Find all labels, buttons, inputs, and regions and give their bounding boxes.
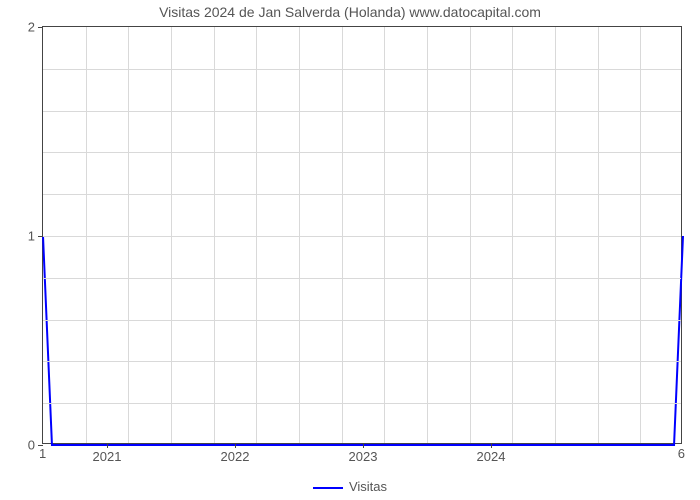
grid-h-minor <box>43 403 681 404</box>
grid-v <box>470 27 471 443</box>
y-tick <box>38 27 43 28</box>
x-tick <box>107 443 108 448</box>
y-tick <box>38 236 43 237</box>
grid-v <box>384 27 385 443</box>
grid-v <box>555 27 556 443</box>
grid-v <box>342 27 343 443</box>
series-line <box>43 236 683 445</box>
x-axis-label: 2021 <box>93 449 122 464</box>
legend-swatch <box>313 487 343 489</box>
grid-h-minor <box>43 111 681 112</box>
x-tick <box>363 443 364 448</box>
y-axis-label: 2 <box>28 20 35 35</box>
x-axis-start-label: 1 <box>39 446 46 461</box>
grid-v <box>427 27 428 443</box>
grid-v <box>640 27 641 443</box>
grid-v <box>512 27 513 443</box>
x-axis-label: 2022 <box>221 449 250 464</box>
grid-h-minor <box>43 152 681 153</box>
grid-v <box>256 27 257 443</box>
x-axis-end-label: 6 <box>678 446 685 461</box>
plot-area: 0122021202220232024 <box>42 26 682 444</box>
chart-title: Visitas 2024 de Jan Salverda (Holanda) w… <box>0 0 700 20</box>
legend: Visitas <box>0 479 700 494</box>
y-axis-label: 1 <box>28 229 35 244</box>
x-axis-label: 2024 <box>477 449 506 464</box>
grid-h-minor <box>43 361 681 362</box>
grid-h <box>43 236 681 237</box>
grid-v <box>171 27 172 443</box>
grid-h-minor <box>43 278 681 279</box>
grid-h-minor <box>43 194 681 195</box>
grid-v <box>299 27 300 443</box>
grid-v <box>214 27 215 443</box>
plot-area-wrap: 0122021202220232024 1 6 <box>42 26 682 444</box>
x-tick <box>491 443 492 448</box>
grid-v <box>598 27 599 443</box>
x-tick <box>235 443 236 448</box>
grid-v <box>128 27 129 443</box>
legend-label: Visitas <box>349 479 387 494</box>
grid-h-minor <box>43 320 681 321</box>
grid-h-minor <box>43 69 681 70</box>
y-axis-label: 0 <box>28 438 35 453</box>
grid-v <box>86 27 87 443</box>
x-axis-label: 2023 <box>349 449 378 464</box>
